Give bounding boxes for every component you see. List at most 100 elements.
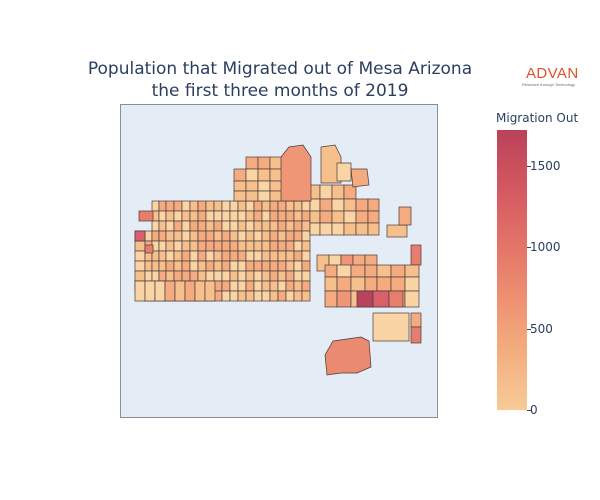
census-tract[interactable] (277, 220, 287, 232)
census-tract[interactable] (301, 280, 311, 292)
census-tract[interactable] (197, 210, 207, 222)
census-tract[interactable] (350, 168, 370, 188)
census-tract[interactable] (173, 240, 183, 252)
census-tract[interactable] (253, 270, 263, 282)
census-tract[interactable] (301, 200, 311, 212)
census-tract[interactable] (189, 240, 199, 252)
census-tract[interactable] (336, 290, 352, 308)
census-tract[interactable] (269, 270, 279, 282)
census-tract[interactable] (285, 250, 295, 262)
census-tract[interactable] (181, 230, 191, 242)
census-tract[interactable] (221, 260, 231, 272)
census-tract[interactable] (229, 230, 239, 242)
census-tract[interactable] (285, 220, 295, 232)
census-tract[interactable] (404, 276, 420, 292)
census-tract[interactable] (134, 240, 146, 252)
census-tract[interactable] (229, 210, 239, 222)
census-tract[interactable] (189, 210, 199, 222)
census-tract[interactable] (245, 190, 259, 202)
census-tract[interactable] (213, 240, 223, 252)
census-tract[interactable] (181, 260, 191, 272)
census-tract[interactable] (269, 200, 279, 212)
census-tract[interactable] (285, 290, 295, 302)
census-tract[interactable] (181, 240, 191, 252)
census-tract[interactable] (285, 280, 295, 292)
census-tract[interactable] (309, 198, 321, 212)
census-tract[interactable] (165, 210, 175, 222)
census-tract[interactable] (173, 200, 183, 212)
census-tract[interactable] (173, 250, 183, 262)
census-tract[interactable] (173, 210, 183, 222)
map-polygons[interactable] (121, 105, 437, 417)
census-tract[interactable] (376, 264, 392, 278)
census-tract[interactable] (410, 244, 422, 266)
census-tract[interactable] (245, 280, 255, 292)
census-tract[interactable] (213, 210, 223, 222)
census-tract[interactable] (355, 210, 369, 224)
census-tract[interactable] (293, 220, 303, 232)
census-tract[interactable] (390, 276, 406, 292)
census-tract[interactable] (165, 240, 175, 252)
census-tract[interactable] (189, 260, 199, 272)
census-tract[interactable] (154, 280, 166, 302)
census-tract[interactable] (319, 184, 333, 200)
census-tract[interactable] (331, 222, 345, 236)
census-tract[interactable] (181, 250, 191, 262)
census-tract[interactable] (301, 220, 311, 232)
census-tract[interactable] (184, 280, 196, 302)
census-tract[interactable] (205, 230, 215, 242)
census-tract[interactable] (331, 198, 345, 212)
census-tract[interactable] (293, 230, 303, 242)
census-tract[interactable] (331, 210, 345, 224)
census-tract[interactable] (205, 220, 215, 232)
census-tract[interactable] (229, 250, 239, 262)
census-tract[interactable] (364, 264, 378, 278)
census-tract[interactable] (221, 290, 231, 302)
census-tract[interactable] (277, 230, 287, 242)
census-tract[interactable] (237, 200, 247, 212)
census-tract[interactable] (390, 264, 406, 278)
census-tract[interactable] (165, 220, 175, 232)
census-tract[interactable] (367, 210, 380, 224)
census-tract[interactable] (173, 220, 183, 232)
census-tract[interactable] (253, 240, 263, 252)
census-tract[interactable] (134, 250, 146, 262)
census-tract[interactable] (174, 280, 186, 302)
census-tract[interactable] (213, 250, 223, 262)
census-tract[interactable] (261, 240, 271, 252)
census-tract[interactable] (221, 230, 231, 242)
census-tract[interactable] (213, 200, 223, 212)
census-tract[interactable] (233, 180, 247, 192)
census-tract[interactable] (355, 222, 369, 236)
census-tract[interactable] (277, 270, 287, 282)
census-tract[interactable] (269, 230, 279, 242)
census-tract[interactable] (221, 210, 231, 222)
census-tract[interactable] (197, 200, 207, 212)
census-tract[interactable] (253, 280, 263, 292)
census-tract[interactable] (237, 240, 247, 252)
census-tract[interactable] (173, 260, 183, 272)
census-tract[interactable] (181, 200, 191, 212)
census-tract[interactable] (205, 270, 215, 282)
census-tract[interactable] (367, 198, 380, 212)
census-tract[interactable] (181, 210, 191, 222)
census-tract[interactable] (245, 220, 255, 232)
census-tract[interactable] (189, 230, 199, 242)
census-tract[interactable] (245, 180, 259, 192)
census-tract[interactable] (367, 222, 380, 236)
census-tract[interactable] (277, 200, 287, 212)
census-tract[interactable] (269, 180, 283, 192)
census-tract[interactable] (261, 210, 271, 222)
census-tract[interactable] (151, 220, 160, 232)
census-tract[interactable] (350, 276, 366, 292)
census-tract[interactable] (165, 260, 175, 272)
census-tract[interactable] (233, 168, 247, 182)
census-tract[interactable] (261, 250, 271, 262)
census-tract[interactable] (376, 276, 392, 292)
census-tract[interactable] (189, 200, 199, 212)
census-tract[interactable] (336, 276, 352, 292)
census-tract[interactable] (269, 168, 283, 182)
census-tract[interactable] (158, 270, 167, 282)
census-tract[interactable] (165, 200, 175, 212)
census-tract[interactable] (221, 240, 231, 252)
